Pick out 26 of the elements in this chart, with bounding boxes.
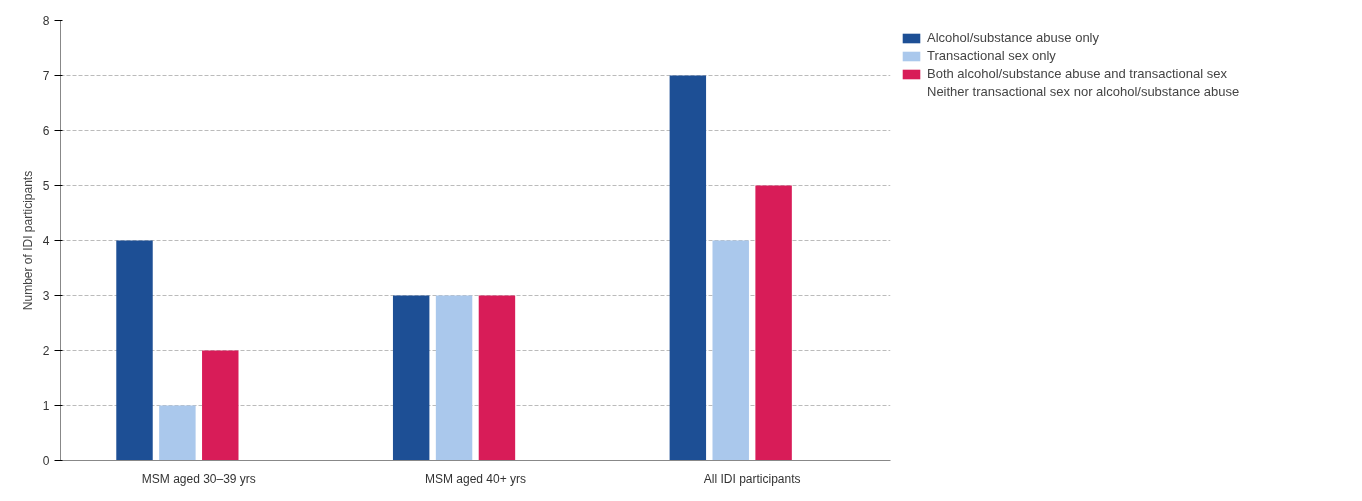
x-tick-label: MSM aged 40+ yrs [424, 471, 527, 486]
legend-label: Both alcohol/substance abuse and transactional sex [927, 66, 1227, 81]
bar [712, 240, 749, 461]
y-tick-label: 5 [42, 179, 50, 193]
y-tick-label: 6 [42, 124, 50, 138]
bar [159, 405, 196, 461]
bar [116, 240, 153, 461]
bar [202, 350, 239, 461]
y-tick-label: 0 [42, 454, 50, 468]
bar [435, 295, 473, 461]
bar [669, 75, 707, 461]
bar [392, 295, 430, 461]
legend-label: Alcohol/substance abuse only [927, 30, 1100, 45]
y-tick-label: 8 [42, 14, 50, 28]
y-tick-label: 7 [42, 69, 50, 83]
text: Neither transactional sex nor alcohol/substance abuse [927, 84, 1240, 99]
bar [478, 295, 516, 461]
bar [755, 185, 792, 461]
x-tick-label: MSM aged 30–39 yrs [141, 471, 256, 486]
y-axis-title: Number of IDI participants [20, 170, 35, 311]
y-tick-label: 3 [42, 289, 50, 303]
legend-label: Transactional sex only [927, 48, 1056, 63]
y-tick-label: 1 [42, 399, 50, 413]
x-tick-label: All IDI participants [703, 471, 801, 486]
y-tick-label: 2 [42, 344, 50, 358]
y-tick-label: 4 [42, 234, 50, 248]
